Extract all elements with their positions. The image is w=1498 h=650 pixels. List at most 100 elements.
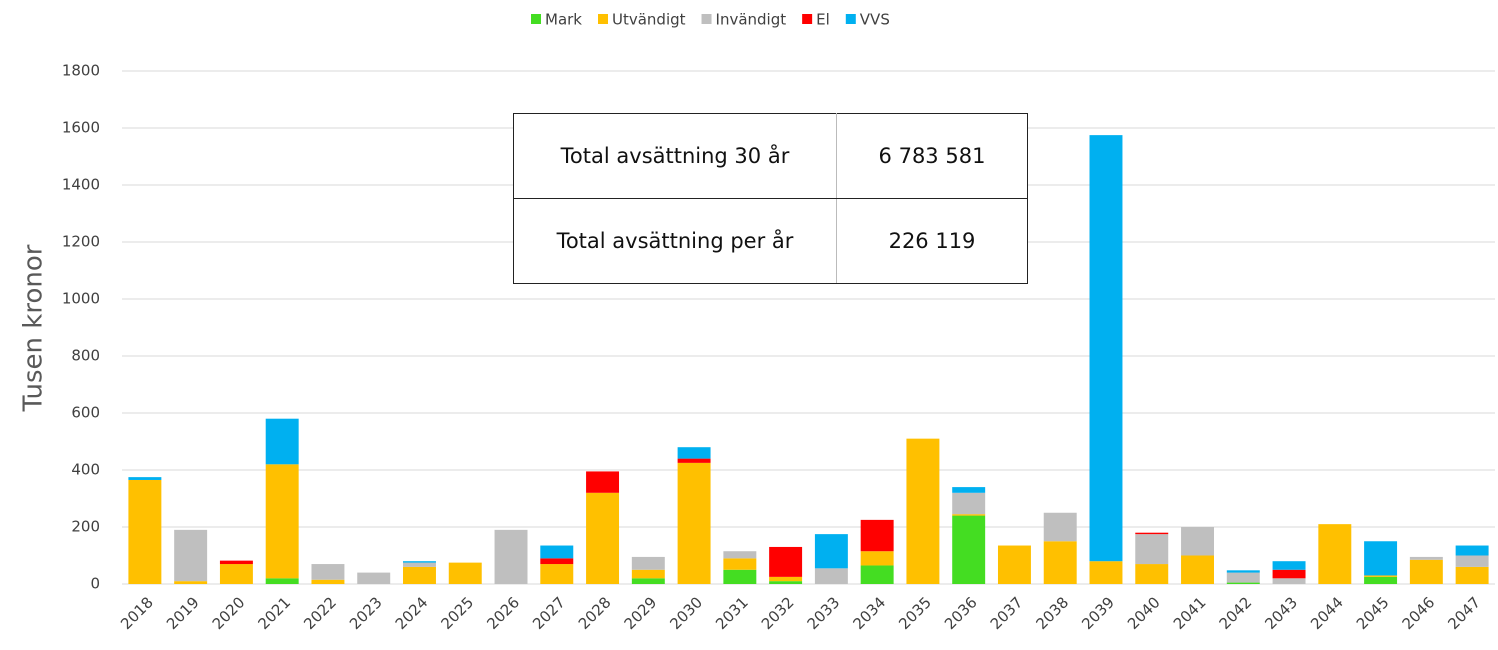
bar-segment [860,565,894,584]
x-tick-label: 2040 [1124,593,1164,633]
bar-segment [814,534,848,569]
bar-segment [1226,570,1260,573]
bar-segment [265,418,299,465]
bar-segment [769,576,803,582]
bar-segment [677,458,711,463]
x-tick-label: 2021 [254,593,294,633]
bar-segment [952,492,986,515]
summary-table: Total avsättning 30 år 6 783 581 Total av… [513,113,1028,284]
y-tick-label: 1800 [62,62,100,80]
bar-segment [952,515,986,584]
bar-segment [1135,532,1169,535]
bar-segment [403,561,436,563]
bar-segment [1272,561,1306,570]
bar-segment [1409,556,1443,560]
bar-segment [769,581,803,584]
x-tick-label: 2033 [804,593,844,633]
table-cell: Total avsättning 30 år [513,113,837,199]
table-cell: Total avsättning per år [513,198,837,284]
bar-segment [1181,527,1214,556]
y-axis-label: Tusen kronor [19,244,49,412]
x-tick-label: 2038 [1032,593,1072,633]
bar-segment [1135,534,1169,565]
bar-segment [860,551,894,566]
x-tick-label: 2047 [1444,593,1484,633]
y-tick-label: 1600 [62,119,100,137]
x-tick-label: 2044 [1307,593,1347,633]
bar-segment [997,545,1031,584]
bar-segment [540,545,574,559]
y-tick-label: 1400 [62,176,100,194]
legend-swatch [845,14,856,24]
bar-segment [219,560,253,565]
x-tick-label: 2027 [529,593,569,633]
legend-label: El [816,11,830,29]
bar-segment [1043,512,1077,542]
x-tick-label: 2037 [987,593,1027,633]
bar-segment [540,564,574,584]
legend-label: Mark [545,11,582,29]
bar-segment [1043,541,1077,584]
bar-segment [311,579,345,584]
bar-segment [677,447,711,459]
bar-segment [1226,582,1260,584]
bar-segment [814,568,848,584]
bar-segment [1089,561,1123,584]
x-tick-label: 2026 [483,593,523,633]
x-tick-label: 2041 [1170,593,1210,633]
bar-segment [311,564,345,580]
bar-segment [1272,578,1306,584]
bar-segment [219,564,253,584]
bar-segment [540,558,574,565]
bar-segment [631,578,665,584]
bar-segment [1455,555,1489,567]
x-tick-label: 2024 [392,593,432,633]
bar-segment [1455,545,1489,556]
x-tick-label: 2035 [895,593,935,633]
bar-segment [586,471,620,493]
bar-segment [1364,541,1398,576]
y-tick-label: 1200 [62,233,100,251]
x-tick-label: 2028 [575,593,615,633]
bar-segment [1272,569,1306,579]
bar-segment [1318,524,1352,584]
bar-segment [174,529,208,582]
legend-label: Invändigt [716,11,787,29]
bar-segment [265,578,299,584]
table-cell: 6 783 581 [836,113,1028,199]
y-tick-label: 200 [71,518,100,536]
bar-segment [1455,566,1489,584]
x-tick-label: 2039 [1078,593,1118,633]
bar-segment [677,462,711,584]
x-tick-label: 2020 [209,593,249,633]
x-tick-label: 2043 [1261,593,1301,633]
bar-segment [1226,572,1260,583]
bar-segment [952,487,986,493]
legend-swatch [531,14,541,24]
bar-segment [1181,555,1214,584]
bar-segment [265,464,299,579]
bar-segment [586,492,620,584]
y-tick-label: 1000 [62,290,100,308]
bar-segment [769,546,803,577]
x-tick-label: 2036 [941,593,981,633]
x-tick-label: 2025 [438,593,478,633]
x-tick-label: 2045 [1353,593,1393,633]
bar-segment [631,569,665,579]
bar-segment [174,581,208,584]
x-tick-label: 2032 [758,593,798,633]
x-tick-label: 2031 [712,593,752,633]
bar-segment [403,566,436,584]
bar-segment [128,477,162,480]
legend-swatch [802,14,813,24]
legend-label: Utvändigt [612,11,686,29]
x-tick-label: 2018 [117,593,157,633]
x-tick-label: 2042 [1216,593,1256,633]
y-tick-label: 600 [71,404,100,422]
x-tick-label: 2030 [666,593,706,633]
legend-swatch [701,14,712,24]
x-tick-label: 2022 [300,593,340,633]
bar-segment [128,479,162,584]
